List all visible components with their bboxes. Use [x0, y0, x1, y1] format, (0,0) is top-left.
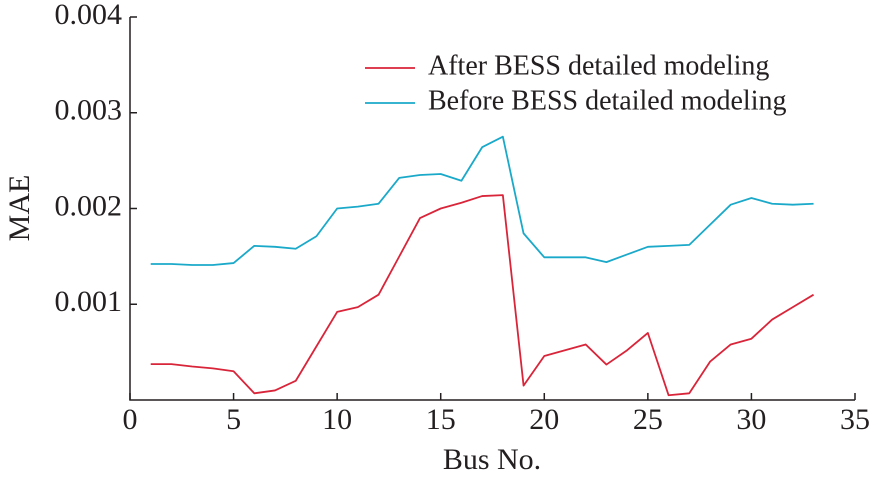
y-tick-label: 0.003: [55, 94, 123, 127]
x-tick-label: 0: [123, 403, 138, 436]
legend-label: After BESS detailed modeling: [428, 50, 769, 81]
legend-label: Before BESS detailed modeling: [428, 85, 787, 116]
x-tick-label: 15: [426, 403, 456, 436]
y-axis-label: MAE: [3, 175, 36, 242]
y-tick-label: 0.002: [55, 189, 123, 222]
x-tick-label: 10: [322, 403, 352, 436]
x-tick-label: 30: [736, 403, 766, 436]
data-line: [150, 135, 814, 266]
x-tick-label: 5: [226, 403, 241, 436]
x-axis-label: Bus No.: [443, 443, 541, 476]
y-tick-label: 0.004: [55, 0, 123, 31]
x-tick-label: 25: [633, 403, 663, 436]
x-tick-label: 35: [840, 403, 870, 436]
y-tick-label: 0.001: [55, 285, 123, 318]
x-tick-label: 20: [529, 403, 559, 436]
data-line: [150, 194, 815, 397]
